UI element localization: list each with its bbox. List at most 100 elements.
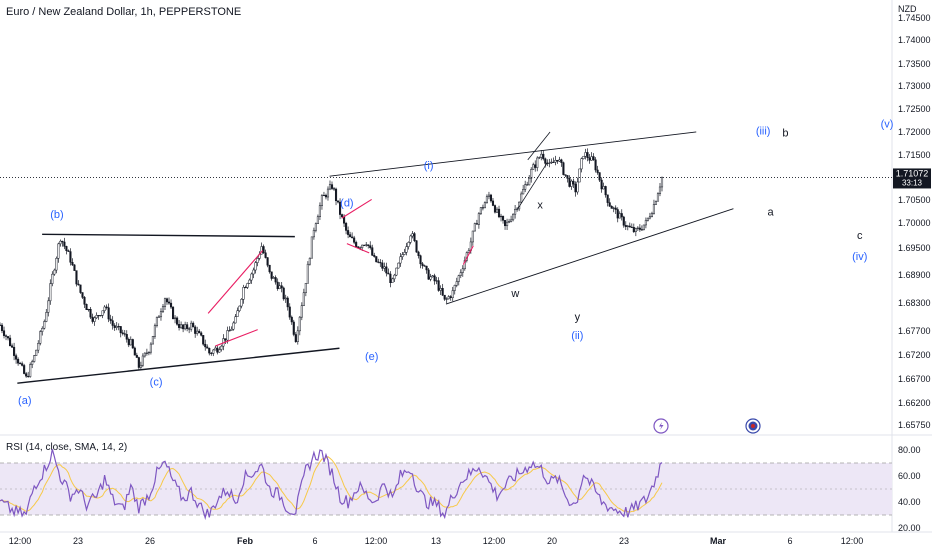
candle-body: [27, 375, 30, 378]
candle-body: [316, 216, 319, 224]
wave-label: (v): [881, 118, 894, 130]
candle-body: [495, 208, 499, 213]
candle-body: [184, 324, 187, 330]
candle-body: [196, 330, 199, 334]
candle-body: [119, 326, 122, 334]
candle-body: [246, 283, 249, 288]
rsi-axis[interactable]: 80.00 60.00 40.00 20.00: [898, 445, 921, 533]
candle-body: [628, 225, 631, 228]
time-tick-label: 26: [145, 536, 155, 546]
candle-body: [244, 287, 247, 289]
wave-labels: (a) (b) (c) (d) (e) (i) w x y (ii) (iii) b a c (iv) (v): [18, 118, 893, 407]
candle-body: [473, 223, 476, 232]
candle-body: [620, 213, 623, 218]
candle-body: [508, 221, 511, 223]
candle-body: [363, 244, 366, 246]
candle-body: [314, 223, 317, 231]
candle-body: [332, 188, 336, 190]
candle-body: [614, 207, 617, 210]
candle-body: [65, 246, 68, 251]
candle-body: [95, 315, 98, 319]
candle-body: [139, 364, 142, 368]
candle-body: [379, 262, 382, 264]
price-tick-label: 1.73000: [898, 81, 931, 91]
candle-body: [574, 183, 577, 193]
candle-body: [143, 352, 146, 357]
trendline: [346, 243, 370, 254]
candle-body: [93, 317, 96, 322]
candle-body: [644, 220, 647, 226]
candle-body: [383, 266, 386, 269]
wave-label: (ii): [571, 330, 583, 342]
candle-body: [554, 159, 557, 163]
candle-body: [242, 287, 245, 300]
target-icon[interactable]: [745, 418, 761, 434]
candle-body: [268, 264, 271, 273]
candle-body: [194, 326, 197, 334]
candle-body: [105, 306, 108, 308]
price-tick-label: 1.66700: [898, 374, 931, 384]
candle-body: [174, 317, 177, 320]
candle-body: [658, 186, 662, 194]
wave-label: (a): [18, 395, 31, 407]
trendline: [445, 208, 734, 305]
candle-body: [180, 324, 183, 328]
candle-body: [630, 226, 633, 228]
wave-label: (e): [365, 351, 378, 363]
trendline: [17, 347, 340, 384]
candle-body: [467, 250, 470, 253]
candle-body: [336, 200, 340, 203]
candle-body: [602, 186, 605, 190]
candle-body: [520, 193, 523, 203]
candle-body: [365, 244, 368, 246]
candle-body: [145, 352, 148, 354]
candle-body: [389, 273, 392, 283]
candle-body: [167, 301, 171, 304]
candle-body: [345, 223, 348, 231]
candle-body: [220, 345, 223, 350]
time-tick-label: 20: [547, 536, 557, 546]
candle-body: [131, 339, 134, 349]
candle-body: [280, 285, 283, 289]
candle-body: [300, 305, 303, 318]
candle-body: [310, 236, 313, 259]
candle-body: [485, 196, 488, 203]
rsi-tick-label: 60.00: [898, 471, 921, 481]
candle-body: [155, 316, 158, 326]
candlestick-series: [0, 148, 664, 378]
price-badge-countdown: 33:13: [902, 178, 923, 187]
candle-body: [210, 352, 213, 354]
candle-body: [97, 315, 100, 317]
candle-body: [326, 188, 330, 198]
candle-body: [43, 321, 46, 329]
wave-label: (b): [50, 209, 63, 221]
candle-body: [489, 194, 493, 202]
time-tick-label: Mar: [710, 536, 727, 546]
candle-body: [41, 328, 44, 332]
time-axis[interactable]: 12:00 23 26 Feb 6 12:00 13 12:00 20 23 Mar 6 12:00: [9, 536, 864, 546]
candle-body: [632, 227, 635, 233]
candle-body: [0, 324, 2, 326]
candle-body: [403, 252, 406, 255]
candle-body: [35, 349, 38, 356]
candle-body: [638, 227, 641, 230]
candle-body: [504, 220, 507, 227]
candle-body: [409, 235, 412, 243]
drawing-overlays: [17, 131, 734, 384]
price-axis[interactable]: 1.74500 1.74000 1.73500 1.73000 1.72500 1.720…: [898, 13, 931, 430]
candle-body: [115, 326, 118, 328]
candle-body: [306, 263, 309, 284]
candle-body: [212, 349, 215, 354]
lightning-icon[interactable]: [653, 418, 669, 434]
candle-body: [186, 324, 189, 329]
candle-body: [528, 177, 531, 186]
candle-body: [622, 216, 625, 226]
candle-body: [443, 294, 446, 300]
candle-body: [461, 268, 464, 273]
candle-body: [230, 328, 233, 331]
candle-body: [347, 230, 350, 235]
candle-body: [351, 236, 354, 239]
candle-body: [228, 330, 231, 332]
